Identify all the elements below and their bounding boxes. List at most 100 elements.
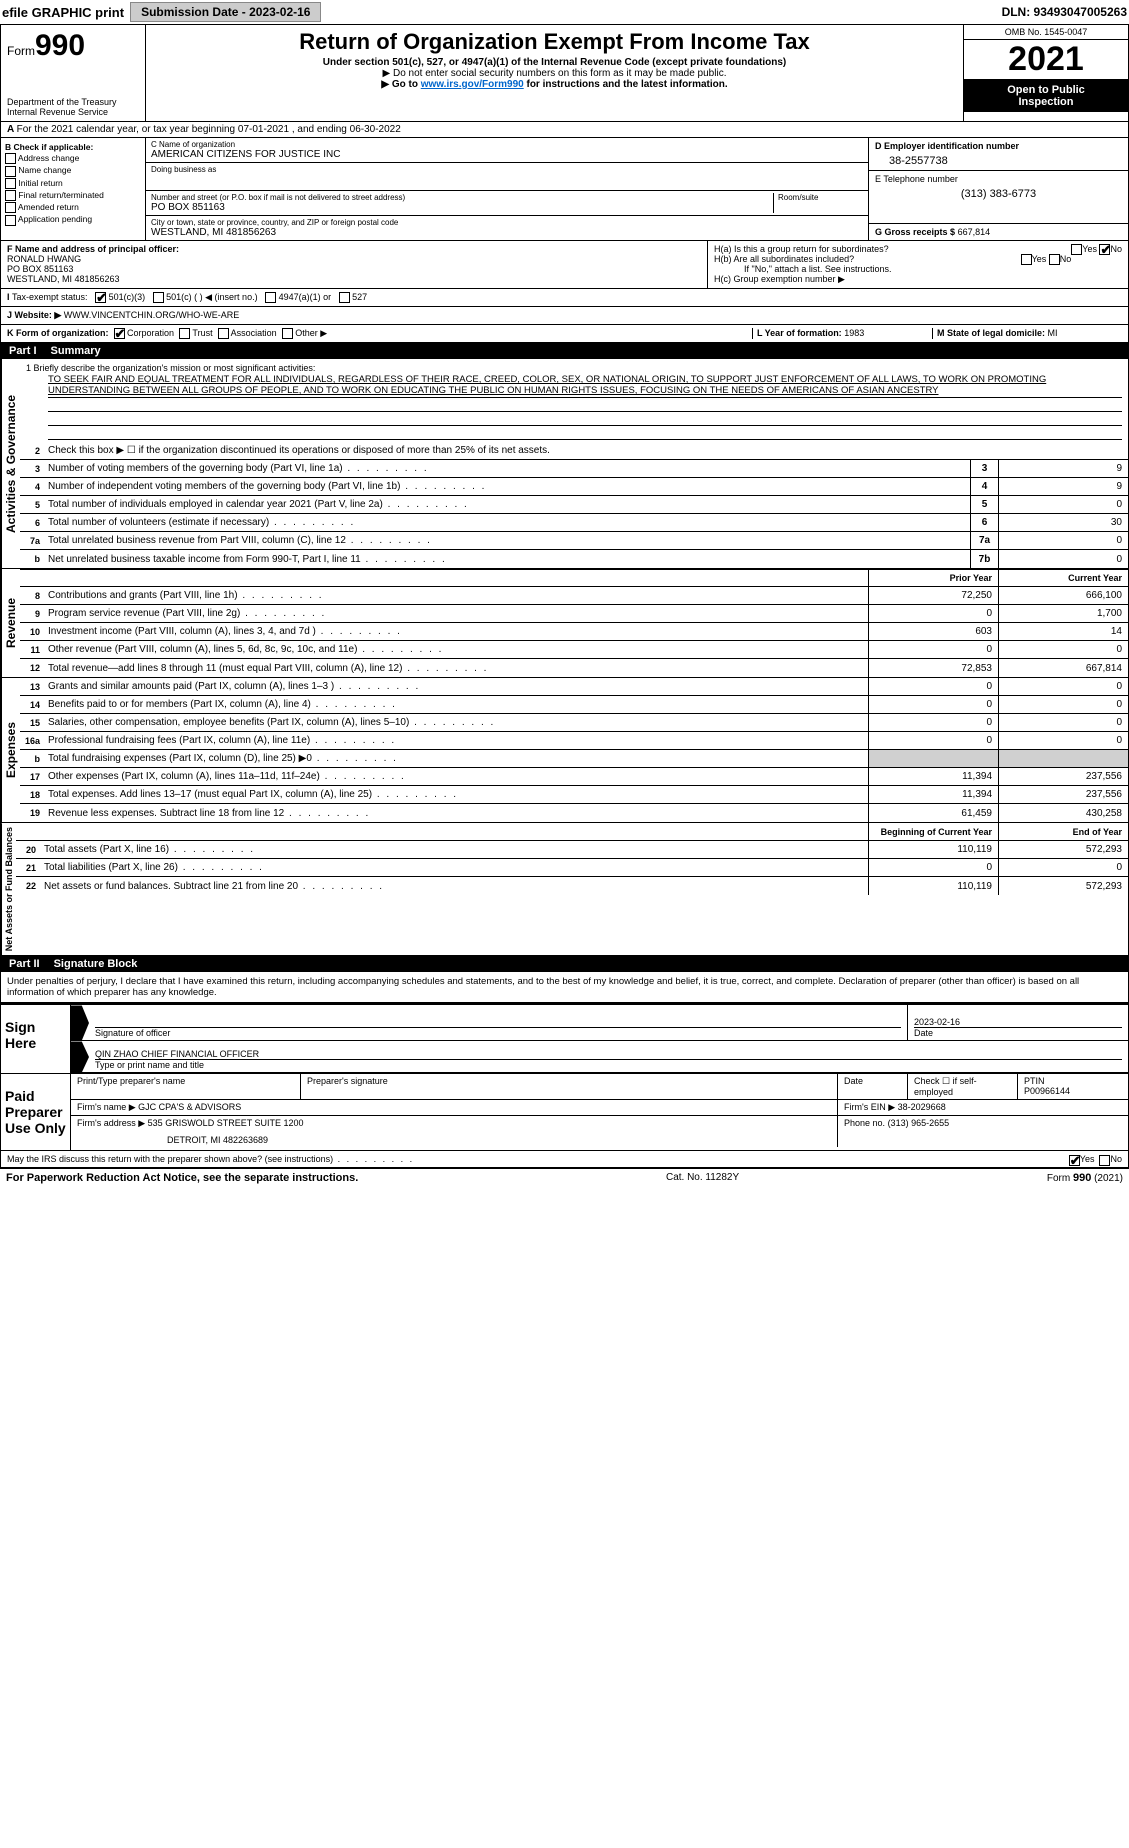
data-line: 15Salaries, other compensation, employee… xyxy=(20,714,1128,732)
col-prior-year: Prior Year xyxy=(868,570,998,586)
tax-exempt-row: I Tax-exempt status: 501(c)(3) 501(c) ( … xyxy=(1,289,1128,307)
paid-preparer-block: Paid Preparer Use Only Print/Type prepar… xyxy=(1,1073,1128,1150)
data-line: 17Other expenses (Part IX, column (A), l… xyxy=(20,768,1128,786)
sig-date-label: Date xyxy=(914,1027,1122,1038)
chk-application-pending[interactable]: Application pending xyxy=(5,214,141,225)
hc-label: H(c) Group exemption number ▶ xyxy=(714,274,1122,285)
dba-label: Doing business as xyxy=(151,165,863,174)
gov-line: 5Total number of individuals employed in… xyxy=(20,496,1128,514)
part2-title: Signature Block xyxy=(54,958,138,970)
chk-501c[interactable] xyxy=(153,292,164,303)
data-line: 20Total assets (Part X, line 16)110,1195… xyxy=(16,841,1128,859)
section-governance: Activities & Governance 1 Briefly descri… xyxy=(1,359,1128,569)
website-label: Website: ▶ xyxy=(15,310,62,320)
block-fh: F Name and address of principal officer:… xyxy=(1,241,1128,289)
col-end: End of Year xyxy=(998,823,1128,840)
data-line: 22Net assets or fund balances. Subtract … xyxy=(16,877,1128,895)
data-line: 16aProfessional fundraising fees (Part I… xyxy=(20,732,1128,750)
firm-phone-label: Phone no. xyxy=(844,1118,885,1128)
principal-officer: F Name and address of principal officer:… xyxy=(1,241,708,288)
part2-num: Part II xyxy=(9,958,40,970)
tax-year: 2021 xyxy=(964,40,1128,80)
ein-label: D Employer identification number xyxy=(875,141,1019,151)
chk-final-return[interactable]: Final return/terminated xyxy=(5,190,141,201)
footer-mid: Cat. No. 11282Y xyxy=(666,1172,739,1184)
hb-yes[interactable] xyxy=(1021,254,1032,265)
city-label: City or town, state or province, country… xyxy=(151,218,863,227)
chk-other[interactable] xyxy=(282,328,293,339)
subtitle-1: Under section 501(c), 527, or 4947(a)(1)… xyxy=(154,57,955,68)
irs-link[interactable]: www.irs.gov/Form990 xyxy=(421,79,524,90)
sub3-pre: ▶ Go to xyxy=(381,79,420,90)
gov-line: 3Number of voting members of the governi… xyxy=(20,460,1128,478)
top-bar: efile GRAPHIC print Submission Date - 20… xyxy=(0,0,1129,24)
officer-addr2: WESTLAND, MI 481856263 xyxy=(7,274,120,284)
data-line: bTotal fundraising expenses (Part IX, co… xyxy=(20,750,1128,768)
section-net-assets: Net Assets or Fund Balances Beginning of… xyxy=(1,823,1128,956)
l-label: L Year of formation: xyxy=(757,328,842,338)
vtab-revenue: Revenue xyxy=(1,569,20,677)
addr-label: Number and street (or P.O. box if mail i… xyxy=(151,193,773,202)
chk-assoc[interactable] xyxy=(218,328,229,339)
ha-yes[interactable] xyxy=(1071,244,1082,255)
preparer-sig-label: Preparer's signature xyxy=(301,1074,838,1099)
chk-amended-return[interactable]: Amended return xyxy=(5,202,141,213)
section-expenses: Expenses 13Grants and similar amounts pa… xyxy=(1,678,1128,823)
chk-address-change[interactable]: Address change xyxy=(5,153,141,164)
chk-527[interactable] xyxy=(339,292,350,303)
may-irs-yes[interactable] xyxy=(1069,1155,1080,1166)
chk-name-change[interactable]: Name change xyxy=(5,165,141,176)
ha-label: H(a) Is this a group return for subordin… xyxy=(714,244,889,254)
self-employed-label: Check ☐ if self-employed xyxy=(908,1074,1018,1099)
gov-line: 4Number of independent voting members of… xyxy=(20,478,1128,496)
data-line: 8Contributions and grants (Part VIII, li… xyxy=(20,587,1128,605)
row-klm: K Form of organization: Corporation Trus… xyxy=(1,325,1128,343)
chk-initial-return[interactable]: Initial return xyxy=(5,178,141,189)
col-b-checkboxes: B Check if applicable: Address change Na… xyxy=(1,138,146,240)
col-beginning: Beginning of Current Year xyxy=(868,823,998,840)
h-note: If "No," attach a list. See instructions… xyxy=(714,264,1122,274)
gross-receipts-label: G Gross receipts $ xyxy=(875,227,955,237)
may-irs-discuss: May the IRS discuss this return with the… xyxy=(1,1150,1128,1167)
ha-no[interactable] xyxy=(1099,244,1110,255)
chk-4947[interactable] xyxy=(265,292,276,303)
data-line: 9Program service revenue (Part VIII, lin… xyxy=(20,605,1128,623)
data-line: 19Revenue less expenses. Subtract line 1… xyxy=(20,804,1128,822)
subtitle-2: ▶ Do not enter social security numbers o… xyxy=(154,68,955,79)
data-line: 21Total liabilities (Part X, line 26)00 xyxy=(16,859,1128,877)
gross-receipts-value: 667,814 xyxy=(958,227,991,237)
part1-num: Part I xyxy=(9,345,37,357)
hb-no[interactable] xyxy=(1049,254,1060,265)
m-label: M State of legal domicile: xyxy=(937,328,1045,338)
may-irs-no[interactable] xyxy=(1099,1155,1110,1166)
mission-block: 1 Briefly describe the organization's mi… xyxy=(20,359,1128,442)
block-bcd: B Check if applicable: Address change Na… xyxy=(1,138,1128,241)
footer-left: For Paperwork Reduction Act Notice, see … xyxy=(6,1172,358,1184)
header-left: Form990 Department of the Treasury Inter… xyxy=(1,25,146,121)
chk-corp[interactable] xyxy=(114,328,125,339)
group-return-section: H(a) Is this a group return for subordin… xyxy=(708,241,1128,288)
may-irs-text: May the IRS discuss this return with the… xyxy=(7,1154,333,1164)
officer-name-title: QIN ZHAO CHIEF FINANCIAL OFFICER xyxy=(95,1049,1122,1059)
part2-header: Part II Signature Block xyxy=(1,956,1128,972)
k-label: K Form of organization: xyxy=(7,328,109,338)
preparer-name-label: Print/Type preparer's name xyxy=(71,1074,301,1099)
officer-addr1: PO BOX 851163 xyxy=(7,264,73,274)
chk-trust[interactable] xyxy=(179,328,190,339)
chk-501c3[interactable] xyxy=(95,292,106,303)
omb-number: OMB No. 1545-0047 xyxy=(964,25,1128,40)
firm-city: DETROIT, MI 482263689 xyxy=(77,1129,831,1145)
room-label: Room/suite xyxy=(778,193,863,202)
efile-label: efile GRAPHIC print xyxy=(2,5,124,20)
row-a-tax-year: A For the 2021 calendar year, or tax yea… xyxy=(1,122,1128,138)
submission-date-button[interactable]: Submission Date - 2023-02-16 xyxy=(130,2,321,22)
firm-name-label: Firm's name ▶ xyxy=(77,1102,136,1112)
org-name-value: AMERICAN CITIZENS FOR JUSTICE INC xyxy=(151,149,863,160)
f-label: F Name and address of principal officer: xyxy=(7,244,179,254)
i-label: Tax-exempt status: xyxy=(12,292,88,302)
firm-name-value: GJC CPA'S & ADVISORS xyxy=(138,1102,241,1112)
sig-officer-label: Signature of officer xyxy=(95,1027,901,1038)
phone-value: (313) 383-6773 xyxy=(875,184,1122,200)
paid-preparer-label: Paid Preparer Use Only xyxy=(1,1074,71,1150)
insp2: Inspection xyxy=(966,96,1126,108)
